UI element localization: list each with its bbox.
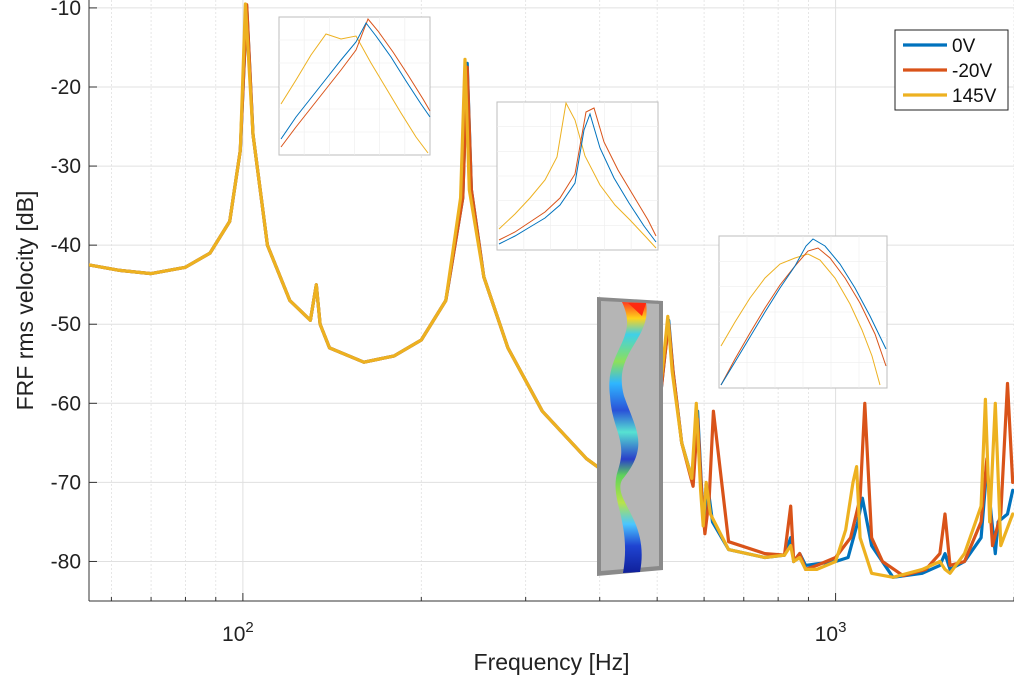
y-tick-label: -50 — [51, 313, 81, 336]
y-tick-label: -10 — [51, 0, 81, 20]
legend-label-145V: 145V — [952, 86, 997, 107]
series-line-145V — [89, 2, 1014, 579]
x-tick-label: 102 — [222, 619, 254, 646]
x-axis-title: Frequency [Hz] — [474, 649, 630, 675]
y-tick-label: -80 — [51, 550, 81, 573]
legend: 0V -20V 145V — [894, 29, 1009, 111]
y-tick-label: -20 — [51, 76, 81, 99]
y-axis-title: FRF rms velocity [dB] — [12, 191, 38, 411]
inset-peak-3 — [718, 235, 888, 389]
series-lines — [89, 2, 1014, 579]
inset-peak-2 — [496, 101, 659, 251]
y-tick-label: -40 — [51, 234, 81, 257]
y-tick-label: -70 — [51, 471, 81, 494]
inset-peak-1 — [278, 16, 431, 156]
legend-label--20V: -20V — [952, 61, 992, 82]
x-tick-label: 103 — [815, 619, 847, 646]
mode-shape-image — [597, 297, 663, 576]
y-tick-label: -30 — [51, 155, 81, 178]
y-tick-label: -60 — [51, 392, 81, 415]
axes: -10 -20 -30 -40 -50 -60 -70 -80 102 103 Frequency … — [12, 0, 1014, 675]
legend-label-0V: 0V — [952, 36, 976, 57]
